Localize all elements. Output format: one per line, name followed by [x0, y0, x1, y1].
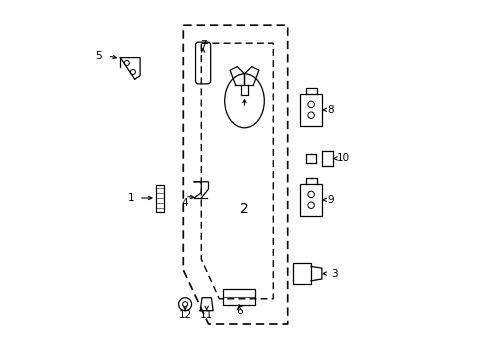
Bar [300, 94, 321, 126]
Bar [292, 263, 310, 284]
Text: 9: 9 [327, 195, 333, 205]
Bar [156, 184, 163, 211]
Text: 8: 8 [327, 105, 333, 115]
Text: 6: 6 [235, 306, 242, 316]
Bar [223, 289, 255, 305]
Text: 4: 4 [182, 198, 188, 208]
Text: 3: 3 [330, 269, 337, 279]
Text: 11: 11 [200, 310, 213, 320]
Text: 10: 10 [336, 153, 349, 163]
Text: 5: 5 [95, 51, 102, 61]
Text: 2: 2 [240, 202, 248, 216]
Text: 7: 7 [200, 40, 206, 50]
Text: 12: 12 [178, 310, 191, 320]
Bar [300, 184, 321, 216]
Text: 1: 1 [127, 193, 134, 203]
